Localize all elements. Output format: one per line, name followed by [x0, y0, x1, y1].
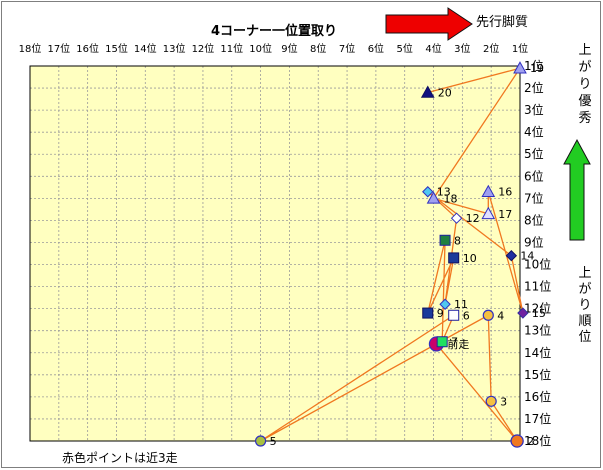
point-marker: [436, 336, 448, 348]
plot-border: [29, 65, 521, 442]
point-label: 20: [438, 86, 452, 99]
x-axis-title: 4コーナー一位置取り: [211, 23, 337, 39]
x-tick-label: 13位: [163, 42, 186, 55]
y-tick-label: 3位: [524, 102, 544, 117]
arrow-up-label: 上がり優秀: [578, 43, 591, 126]
y-tick-label: 13位: [524, 323, 551, 338]
x-tick-label: 7位: [339, 42, 355, 55]
point-label: 12: [466, 212, 480, 225]
point-marker: [448, 309, 460, 321]
y-tick-label: 8位: [524, 212, 544, 227]
point-label: 14: [520, 250, 534, 263]
point-label: 15: [532, 307, 546, 320]
x-tick-label: 14位: [134, 42, 157, 55]
y-tick-label: 15位: [524, 367, 551, 382]
point-marker: [481, 206, 496, 220]
y-tick-label: 5位: [524, 146, 544, 161]
point-marker: [422, 186, 434, 198]
point-marker: [420, 85, 435, 98]
point-label: 11: [454, 298, 468, 311]
point-marker: [254, 435, 267, 447]
y-tick-label: 4位: [524, 124, 544, 139]
y-axis-title: 上がり順位: [578, 266, 591, 345]
x-tick-label: 2位: [483, 42, 499, 55]
x-tick-label: 16位: [76, 42, 99, 55]
y-tick-label: 1位: [524, 58, 544, 73]
y-tick-label: 10位: [524, 257, 551, 272]
y-tick-label: 17位: [524, 411, 551, 426]
point-marker: [513, 61, 527, 74]
point-marker: [448, 252, 460, 264]
plot-area: [29, 65, 521, 442]
y-tick-label: 16位: [524, 389, 551, 404]
point-marker: [450, 212, 463, 224]
point-marker: [481, 184, 496, 198]
point-label: 8: [454, 234, 461, 247]
point-marker: [422, 307, 434, 319]
x-tick-label: 10位: [249, 42, 272, 55]
point-label: 5: [270, 435, 277, 448]
point-label: 19: [530, 62, 544, 75]
x-tick-label: 11位: [220, 42, 243, 55]
point-marker: [439, 298, 451, 310]
y-tick-label: 9位: [524, 234, 544, 249]
point-label: 3: [500, 395, 507, 408]
point-marker: [482, 309, 494, 321]
note-text: 赤色ポイントは近3走: [62, 451, 178, 465]
point-label: 17: [498, 208, 512, 221]
point-marker: [426, 191, 441, 204]
x-tick-label: 5位: [397, 42, 413, 55]
x-tick-label: 4位: [425, 42, 441, 55]
right-arrow-icon: [385, 7, 473, 41]
arrow-right-label: 先行脚質: [476, 14, 528, 30]
point-marker: [510, 434, 524, 448]
y-tick-label: 7位: [524, 190, 544, 205]
up-arrow-icon: [563, 138, 591, 241]
x-tick-label: 6位: [368, 42, 384, 55]
x-tick-label: 3位: [454, 42, 470, 55]
y-tick-label: 14位: [524, 345, 551, 360]
x-tick-label: 17位: [47, 42, 70, 55]
x-tick-label: 1位: [512, 42, 528, 55]
y-tick-label: 6位: [524, 168, 544, 183]
point-marker: [485, 395, 497, 407]
x-tick-label: 8位: [310, 42, 326, 55]
point-label: 16: [498, 186, 512, 199]
y-tick-label: 12位: [524, 301, 551, 316]
point-label: 6: [463, 309, 470, 322]
point-label: 2: [527, 435, 534, 448]
point-label: 18: [444, 192, 458, 205]
x-tick-label: 12位: [192, 42, 215, 55]
y-tick-label: 18位: [524, 433, 551, 448]
x-tick-label: 15位: [105, 42, 128, 55]
point-label: 9: [437, 307, 444, 320]
point-label: 7: [451, 336, 458, 349]
y-tick-label: 2位: [524, 80, 544, 95]
point-marker: [505, 249, 518, 262]
point-label: 13: [437, 186, 451, 199]
point-label: 4: [497, 309, 504, 322]
point-label: 前走: [447, 337, 469, 351]
point-marker: [439, 234, 451, 246]
x-tick-label: 9位: [281, 42, 297, 55]
x-tick-label: 18位: [19, 42, 42, 55]
point-marker: [517, 307, 529, 319]
y-tick-label: 11位: [524, 279, 551, 294]
point-label: 10: [463, 252, 477, 265]
